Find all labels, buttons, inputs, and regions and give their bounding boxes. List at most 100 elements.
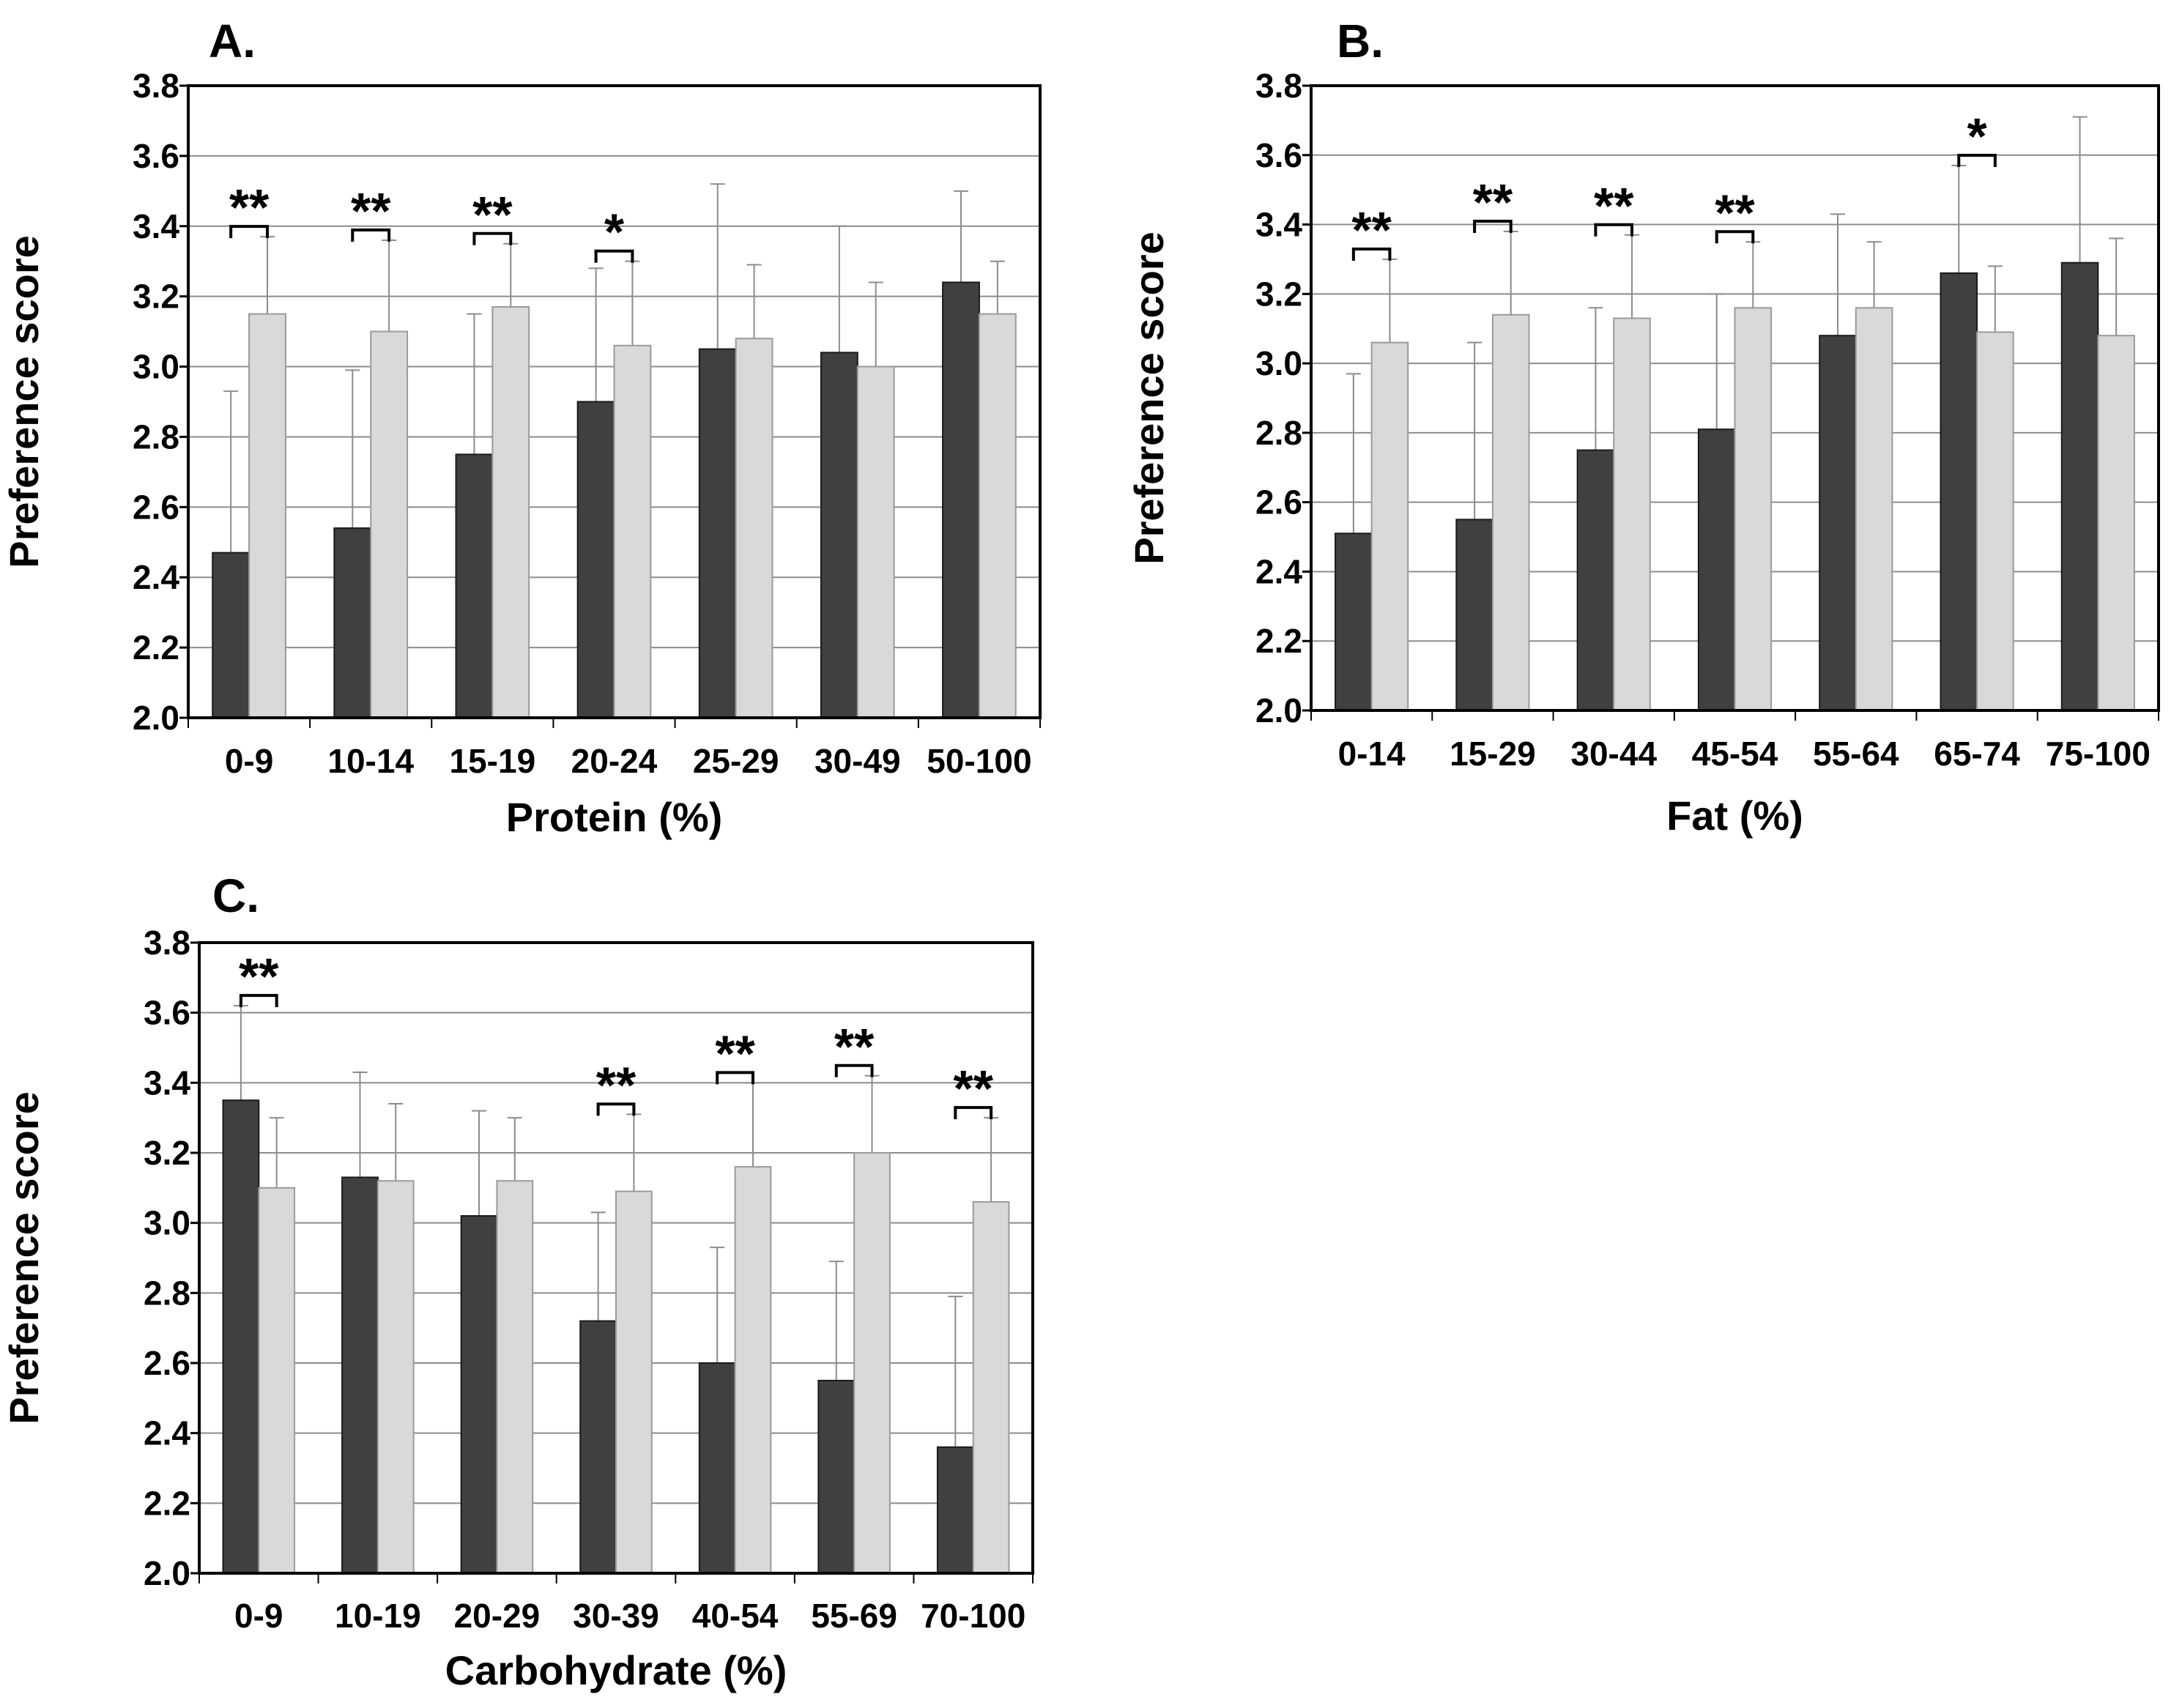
bar-light xyxy=(856,365,895,719)
x-category-label: 65-74 xyxy=(1934,735,2020,773)
bar-dark xyxy=(1335,532,1373,711)
bar-dark xyxy=(820,352,858,719)
bar-dark xyxy=(212,552,251,719)
y-tick-label: 3.4 xyxy=(133,207,179,245)
significance-bracket xyxy=(351,228,391,242)
y-tick-label: 3.2 xyxy=(133,278,179,316)
significance-marker: ** xyxy=(834,1018,875,1075)
bar-light xyxy=(370,330,409,719)
bar-dark xyxy=(333,527,372,719)
bar-light xyxy=(496,1180,534,1575)
y-tick-label: 2.8 xyxy=(144,1274,190,1312)
y-tick-label: 2.2 xyxy=(1255,622,1302,660)
panel-protein: A. 2.0 2.2 2.4 2.6 2.8 3.0 3.2 3.4 3.6 3.8 ** 0-9 ** 1… xyxy=(1,15,1042,840)
panel-label: A. xyxy=(209,15,256,67)
significance-marker: ** xyxy=(351,182,391,240)
significance-bracket xyxy=(229,225,269,239)
y-tick-label: 3.0 xyxy=(1255,344,1302,382)
y-tick-label: 2.8 xyxy=(1255,414,1302,452)
significance-marker: * xyxy=(604,204,625,261)
bar-dark xyxy=(2060,261,2099,711)
significance-marker: ** xyxy=(239,948,279,1005)
y-tick-label: 3.6 xyxy=(144,994,190,1032)
bar-light xyxy=(1855,307,1893,711)
x-axis-title: Fat (%) xyxy=(1666,792,1803,839)
y-tick-label: 3.0 xyxy=(133,348,179,386)
x-category-label: 10-19 xyxy=(335,1597,421,1635)
bar-dark xyxy=(698,1362,736,1574)
y-tick-label: 2.6 xyxy=(1255,483,1302,521)
bar-light xyxy=(734,1166,772,1574)
y-tick-label: 2.2 xyxy=(133,628,179,667)
y-tick-label: 3.4 xyxy=(1255,206,1302,244)
significance-bracket xyxy=(1351,247,1392,261)
bar-dark xyxy=(460,1215,498,1574)
panel-fat: B.2.02.22.42.62.83.03.23.43.63.8**0-14**… xyxy=(1126,15,2160,839)
significance-bracket xyxy=(1594,223,1634,237)
y-tick-label: 2.4 xyxy=(133,558,179,596)
significance-marker: ** xyxy=(229,179,270,236)
bar-dark xyxy=(1455,519,1493,711)
bar-dark xyxy=(698,348,737,719)
bar-dark xyxy=(576,401,615,719)
significance-bracket xyxy=(954,1106,993,1120)
significance-marker: ** xyxy=(596,1056,637,1113)
bar-light xyxy=(1491,313,1530,711)
bar-light xyxy=(615,1190,653,1575)
y-tick-label: 2.0 xyxy=(1255,691,1302,729)
x-category-label: 30-39 xyxy=(573,1597,659,1635)
bar-dark xyxy=(222,1099,260,1574)
significance-bracket xyxy=(472,231,513,245)
y-tick-label: 2.2 xyxy=(144,1484,190,1522)
x-category-label: 25-29 xyxy=(693,742,779,780)
x-axis-title: Carbohydrate (%) xyxy=(445,1647,787,1693)
bar-light xyxy=(376,1180,415,1575)
y-tick-label: 3.6 xyxy=(133,137,179,175)
x-category-label: 30-44 xyxy=(1570,735,1657,773)
bar-dark xyxy=(1697,428,1736,712)
x-category-label: 55-64 xyxy=(1813,735,1899,773)
x-category-label: 75-100 xyxy=(2046,735,2151,773)
bar-light xyxy=(1370,341,1409,711)
x-category-label: 15-19 xyxy=(450,742,536,780)
y-tick-label: 2.0 xyxy=(133,699,179,737)
bar-light xyxy=(258,1187,296,1575)
y-tick-label: 2.8 xyxy=(133,417,179,456)
significance-bracket xyxy=(594,249,634,263)
significance-marker: ** xyxy=(1473,174,1513,231)
bar-light xyxy=(2097,335,2135,711)
y-axis-title: Preference score xyxy=(1,1091,47,1425)
bar-light xyxy=(853,1152,891,1574)
panel-carbohydrate: C. 2.0 2.2 2.4 2.6 2.8 3.0 3.2 3.4 3.6 3.8 ** 0-9 10-… xyxy=(1,869,1034,1693)
bar-dark xyxy=(1576,449,1615,711)
significance-marker: ** xyxy=(715,1025,755,1082)
significance-bracket xyxy=(1473,220,1513,234)
panel-label: C. xyxy=(212,869,259,922)
significance-marker: ** xyxy=(1594,177,1634,234)
bar-light xyxy=(735,338,773,719)
bar-dark xyxy=(341,1176,379,1574)
y-tick-label: 3.2 xyxy=(1255,275,1302,313)
x-category-label: 15-29 xyxy=(1450,735,1536,773)
significance-marker: ** xyxy=(953,1060,993,1117)
bar-dark xyxy=(579,1320,617,1574)
x-axis-title: Protein (%) xyxy=(506,794,723,840)
y-tick-label: 3.6 xyxy=(1255,136,1302,174)
bar-dark xyxy=(936,1446,974,1575)
x-category-label: 0-9 xyxy=(234,1597,283,1635)
y-tick-label: 2.4 xyxy=(1255,552,1302,590)
y-axis-title: Preference score xyxy=(1126,231,1172,565)
significance-bracket xyxy=(239,994,278,1008)
bar-dark xyxy=(817,1379,856,1574)
y-tick-label: 3.4 xyxy=(144,1063,190,1102)
y-tick-label: 3.8 xyxy=(1255,67,1302,105)
significance-marker: ** xyxy=(1351,201,1392,259)
x-category-label: 0-9 xyxy=(225,742,273,780)
x-category-label: 45-54 xyxy=(1692,735,1778,773)
x-category-label: 50-100 xyxy=(927,742,1031,780)
significance-marker: ** xyxy=(472,186,513,243)
significance-bracket xyxy=(1957,153,1997,167)
bar-light xyxy=(978,313,1017,719)
significance-bracket xyxy=(716,1071,754,1085)
significance-marker: * xyxy=(1967,108,1987,165)
